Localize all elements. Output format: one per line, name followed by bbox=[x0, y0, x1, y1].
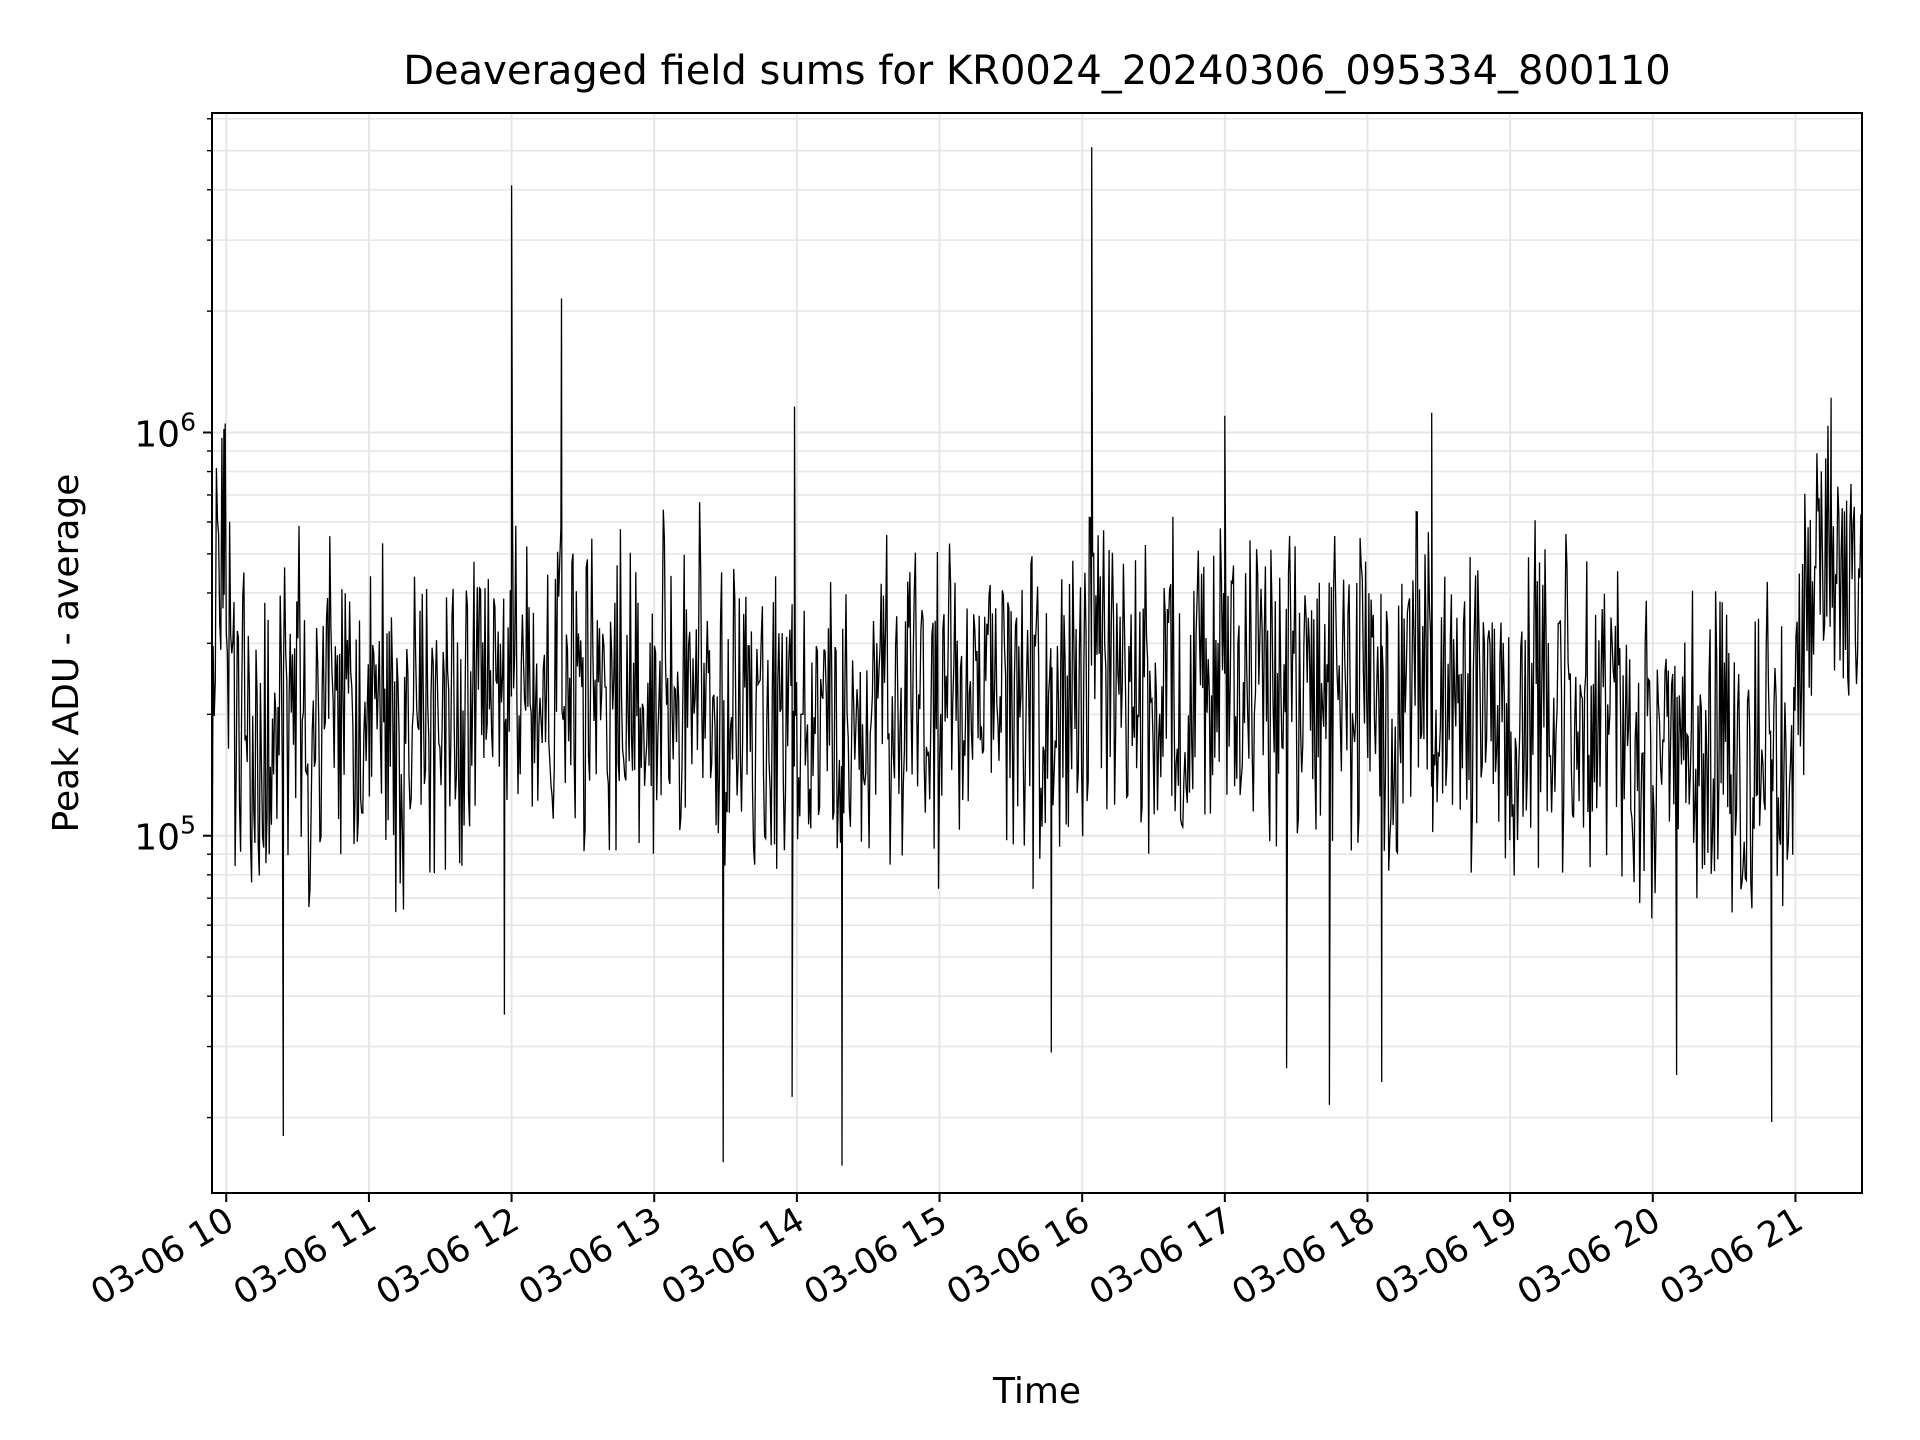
x-axis-label: Time bbox=[992, 1371, 1081, 1412]
y-tick-label-base: 10 bbox=[134, 818, 180, 859]
chart-title: Deaveraged field sums for KR0024_2024030… bbox=[403, 48, 1671, 94]
y-tick-label: 105 bbox=[134, 811, 196, 859]
y-tick-label-exponent: 5 bbox=[180, 811, 196, 840]
y-tick-label-exponent: 6 bbox=[180, 408, 196, 437]
plot-area-frame bbox=[211, 112, 1863, 1194]
y-tick-label-base: 10 bbox=[134, 415, 180, 456]
series-line bbox=[211, 147, 1863, 1166]
y-tick-label: 106 bbox=[134, 408, 196, 456]
series-path bbox=[211, 147, 1863, 1166]
y-axis-label: Peak ADU - average bbox=[46, 474, 87, 833]
